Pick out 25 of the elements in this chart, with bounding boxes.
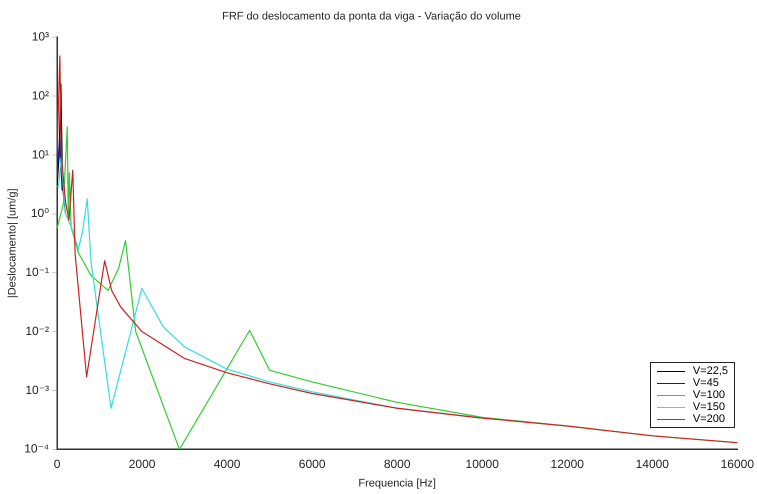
y-tick-label: 10¹ [32,147,50,162]
y-tick-label: 10⁻¹ [25,265,50,280]
legend-label: V=150 [692,401,725,413]
y-tick-label: 10⁻² [25,324,50,338]
y-axis-title: |Deslocamento| [um/g] [6,188,19,298]
x-tick-label: 0 [54,456,61,471]
x-tick-label: 6000 [298,456,326,471]
x-tick-label: 16000 [720,456,754,471]
legend-label: V=45 [692,377,719,389]
legend-label: V=200 [692,413,725,425]
chart-title: FRF do deslocamento da ponta da viga - Variação do volume [222,10,521,23]
x-tick-label: 14000 [636,456,670,471]
y-tick-label: 10⁻³ [25,382,50,397]
legend-label: V=22,5 [692,365,728,377]
x-tick-label: 8000 [384,456,411,471]
x-tick-label: 4000 [214,456,241,471]
legend-label: V=100 [692,389,725,401]
x-axis-title: Frequencia [Hz] [358,477,436,490]
y-tick-label: 10² [32,88,50,102]
y-tick-label: 10³ [32,30,50,44]
x-tick-label: 10000 [466,456,500,471]
x-tick-label: 12000 [550,456,584,471]
x-tick-label: 2000 [128,456,156,471]
y-tick-label: 10⁰ [30,206,50,220]
y-tick-label: 10⁻⁴ [24,442,50,456]
